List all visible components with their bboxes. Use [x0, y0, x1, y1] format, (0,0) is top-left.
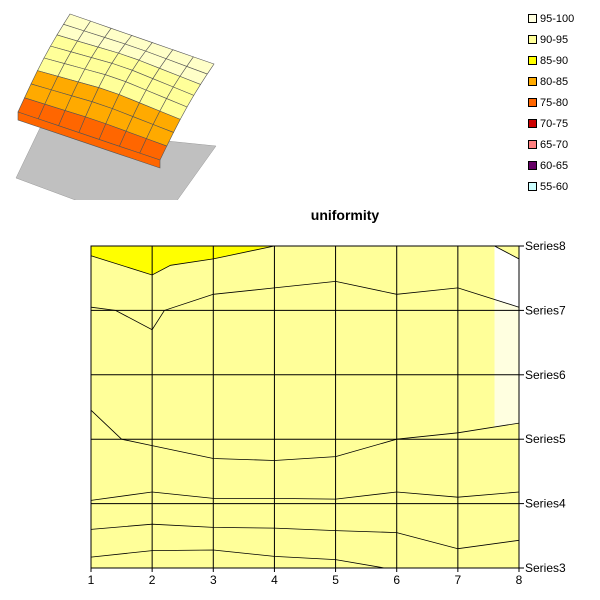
- series-label: Series3: [525, 561, 566, 575]
- contour-band-90-95: [91, 246, 519, 568]
- contour-grid: [90, 245, 520, 569]
- legend-swatch: [528, 56, 537, 65]
- contour-line: [90, 280, 520, 331]
- legend-label: 70-75: [540, 117, 569, 130]
- chart-title: uniformity: [310, 207, 380, 223]
- legend-item-65-70: 65-70: [528, 134, 600, 155]
- x-tick-label: 7: [455, 573, 462, 587]
- legend-swatch: [528, 140, 537, 149]
- legend-item-60-65: 60-65: [528, 155, 600, 176]
- x-tick-label: 6: [393, 573, 400, 587]
- x-tick-label: 4: [271, 573, 278, 587]
- legend-item-85-90: 85-90: [528, 50, 600, 71]
- contour-band-85-90: [91, 246, 275, 275]
- legend-swatch: [528, 98, 537, 107]
- legend-item-55-60: 55-60: [528, 176, 600, 197]
- legend-label: 95-100: [540, 12, 575, 25]
- legend-item-90-95: 90-95: [528, 29, 600, 50]
- series-label: Series8: [525, 239, 566, 253]
- contour-bands: [90, 245, 520, 569]
- legend-swatch: [528, 119, 537, 128]
- surface-front-edge: [17, 111, 161, 169]
- x-tick-label: 2: [149, 573, 156, 587]
- legend-label: 75-80: [540, 96, 569, 109]
- x-tick-label: 1: [88, 573, 95, 587]
- legend-label: 55-60: [540, 180, 569, 193]
- contour-line: [90, 523, 520, 550]
- contour-line: [90, 549, 385, 569]
- x-axis: 1 2 3 4 5 6 7 8: [88, 568, 523, 587]
- legend-swatch: [528, 77, 537, 86]
- legend-swatch: [528, 14, 537, 23]
- plot-border: [90, 245, 520, 569]
- series-label: Series7: [525, 303, 566, 317]
- series-label: Series5: [525, 432, 566, 446]
- series-axis: Series3 Series4 Series5 Series6 Series7 Serie…: [519, 239, 566, 575]
- legend-swatch: [528, 182, 537, 191]
- surface-legend: 95-100 90-95 85-90 80-85 75-80 70-75 65-70 60-6…: [528, 8, 600, 197]
- legend-label: 85-90: [540, 54, 569, 67]
- legend-item-75-80: 75-80: [528, 92, 600, 113]
- surface-3d-chart: [15, 13, 217, 200]
- legend-item-80-85: 80-85: [528, 71, 600, 92]
- series-label: Series4: [525, 497, 566, 511]
- surface-mesh: [17, 13, 215, 169]
- legend-item-70-75: 70-75: [528, 113, 600, 134]
- x-tick-label: 8: [516, 573, 523, 587]
- series-label: Series6: [525, 368, 566, 382]
- legend-item-95-100: 95-100: [528, 8, 600, 29]
- legend-swatch: [528, 161, 537, 170]
- legend-label: 90-95: [540, 33, 569, 46]
- legend-label: 80-85: [540, 75, 569, 88]
- x-tick-label: 5: [332, 573, 339, 587]
- legend-swatch: [528, 35, 537, 44]
- contour-line: [90, 491, 520, 501]
- legend-label: 65-70: [540, 138, 569, 151]
- legend-label: 60-65: [540, 159, 569, 172]
- x-tick-label: 3: [210, 573, 217, 587]
